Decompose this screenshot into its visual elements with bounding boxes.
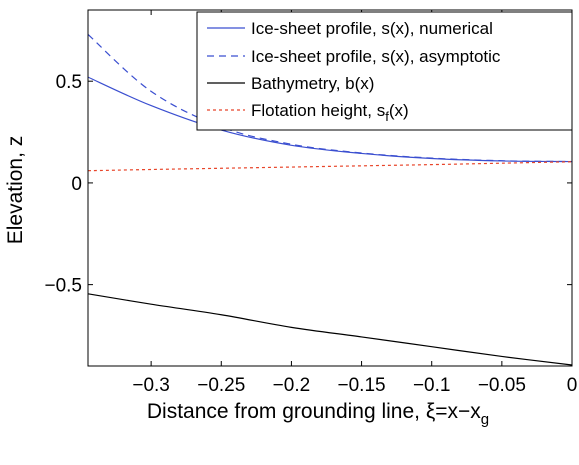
y-axis-label: Elevation, z <box>4 136 27 245</box>
legend-box <box>196 11 573 131</box>
y-tick-label: 0 <box>71 174 82 195</box>
x-tick-label: −0.2 <box>273 375 311 396</box>
legend-label-asymptotic: Ice-sheet profile, s(x), asymptotic <box>251 47 501 66</box>
series-line-4 <box>87 161 573 172</box>
tick-layer: −0.3 −0.25 −0.2 −0.15 −0.1 −0.05 0 0.5 0 −0.5 <box>44 10 577 396</box>
legend: Ice-sheet profile, s(x), numerical Ice-s… <box>196 11 573 131</box>
plot-frame <box>87 9 573 367</box>
x-tick-label: −0.1 <box>413 375 451 396</box>
series-line-2 <box>87 33 573 163</box>
series-line-3 <box>87 293 573 366</box>
x-tick-label: −0.3 <box>132 375 170 396</box>
series-layer <box>87 33 573 366</box>
x-tick-label: −0.15 <box>338 375 386 396</box>
y-tick-label: −0.5 <box>44 276 82 297</box>
legend-label-flotation: Flotation height, sf(x) <box>251 101 409 124</box>
y-tick-label: 0.5 <box>56 72 82 93</box>
x-tick-label: −0.05 <box>478 375 526 396</box>
legend-label-bathymetry: Bathymetry, b(x) <box>251 74 374 93</box>
x-tick-label: 0 <box>567 375 578 396</box>
x-axis-label: Distance from grounding line, ξ=x−xg <box>147 400 489 428</box>
x-tick-label: −0.25 <box>197 375 245 396</box>
series-line-1 <box>87 76 573 163</box>
legend-label-numerical: Ice-sheet profile, s(x), numerical <box>251 19 493 38</box>
